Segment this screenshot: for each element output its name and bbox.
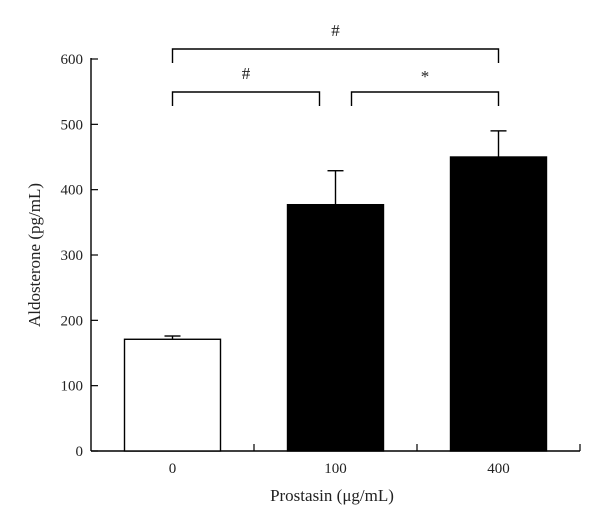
y-tick-label: 100 bbox=[61, 379, 84, 395]
bars bbox=[123, 156, 548, 452]
y-tick-label: 600 bbox=[61, 52, 84, 68]
bracket bbox=[171, 91, 321, 106]
x-tick-label: 400 bbox=[487, 461, 510, 477]
significance-brackets: # # * bbox=[171, 21, 500, 106]
x-tick-label: 100 bbox=[324, 461, 347, 477]
significance-label: # bbox=[331, 21, 340, 40]
significance-label: # bbox=[242, 64, 251, 83]
bracket bbox=[350, 91, 500, 106]
y-tick-label: 0 bbox=[76, 444, 84, 460]
significance-label: * bbox=[421, 67, 430, 86]
bar-100 bbox=[286, 203, 385, 452]
bar-400 bbox=[449, 156, 548, 452]
y-tick-label: 300 bbox=[61, 248, 84, 264]
y-tick-label: 500 bbox=[61, 117, 84, 133]
y-axis-title: Aldosterone (pg/mL) bbox=[25, 183, 44, 327]
x-axis-title: Prostasin (μg/mL) bbox=[270, 486, 394, 505]
y-tick-label: 200 bbox=[61, 313, 84, 329]
bracket bbox=[171, 48, 500, 63]
error-bars bbox=[164, 130, 507, 340]
y-tick-label: 400 bbox=[61, 183, 84, 199]
x-tick-label: 0 bbox=[169, 461, 177, 477]
bar-0 bbox=[123, 338, 222, 452]
